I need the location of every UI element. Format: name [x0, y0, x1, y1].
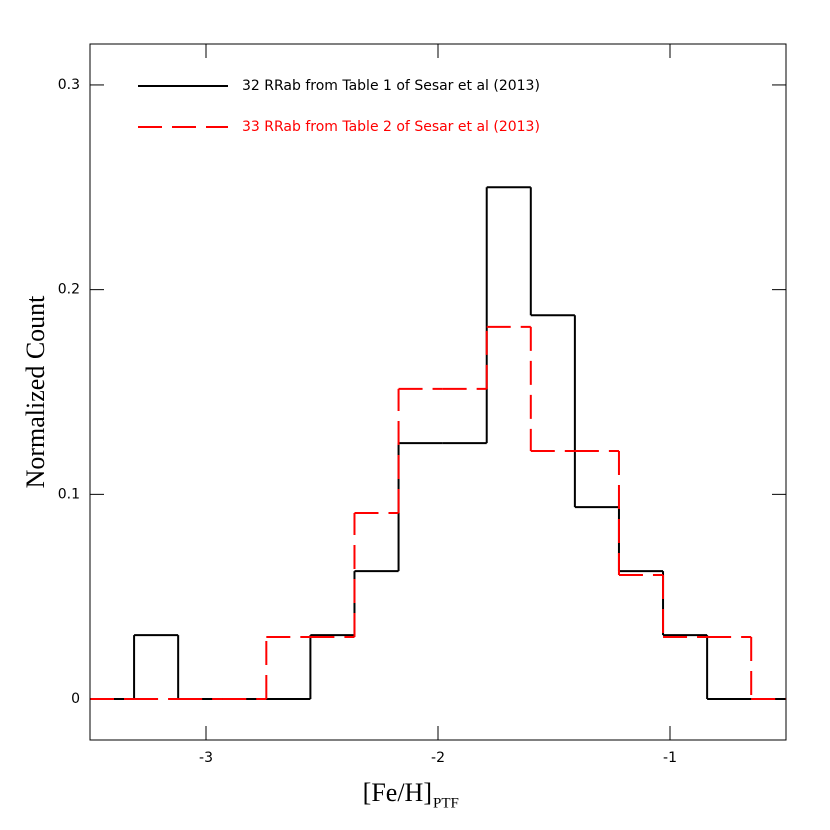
legend-label: 33 RRab from Table 2 of Sesar et al (201…	[242, 119, 540, 135]
x-axis-label-subscript: PTF	[433, 795, 459, 811]
y-tick-label: 0.1	[58, 486, 80, 502]
legend-label: 32 RRab from Table 1 of Sesar et al (201…	[242, 78, 540, 94]
y-axis-label: Normalized Count	[21, 295, 50, 489]
x-tick-label: -2	[431, 750, 445, 766]
y-tick-label: 0.2	[58, 282, 80, 298]
y-tick-label: 0	[71, 691, 80, 707]
x-tick-label: -1	[663, 750, 677, 766]
x-tick-label: -3	[199, 750, 213, 766]
plot-frame	[89, 43, 787, 741]
y-tick-label: 0.3	[58, 77, 80, 93]
x-axis-label: [Fe/H]	[363, 778, 432, 807]
